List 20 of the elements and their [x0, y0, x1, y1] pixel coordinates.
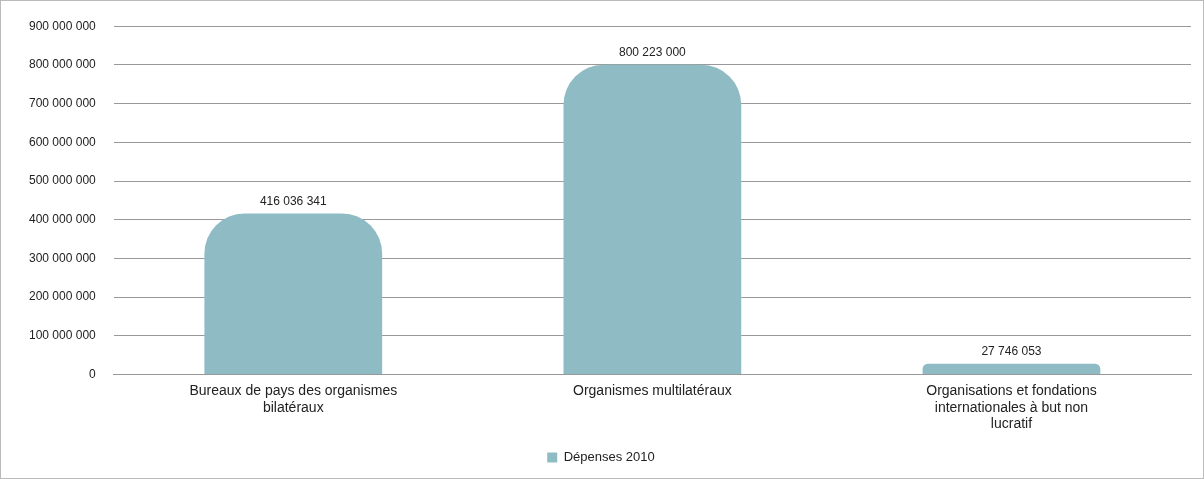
y-tick-label: 300 000 000: [29, 250, 97, 265]
legend-label: Dépenses 2010: [563, 449, 655, 465]
data-label: 27 746 053: [981, 344, 1042, 359]
y-tick-label: 700 000 000: [29, 95, 97, 110]
y-tick-label: 900 000 000: [29, 18, 97, 33]
y-tick-label: 600 000 000: [29, 134, 97, 149]
y-tick-label: 100 000 000: [29, 328, 97, 343]
bar: [922, 363, 1101, 375]
x-tick-label: Organismes multilatéraux: [573, 381, 732, 398]
y-tick-label: 200 000 000: [29, 289, 97, 304]
y-tick-label: 400 000 000: [29, 212, 97, 227]
y-tick-label: 800 000 000: [29, 57, 97, 72]
bar: [204, 213, 383, 375]
x-tick-label: Bureaux de pays des organismes bilatéraux: [189, 381, 398, 415]
data-label: 800 223 000: [619, 45, 687, 60]
x-tick-label: Organisations et fondations internationales à but non lucratif: [926, 381, 1097, 432]
data-label: 416 036 341: [259, 193, 327, 208]
y-tick-label: 500 000 000: [29, 173, 97, 188]
y-tick-label: 0: [89, 366, 97, 381]
bar: [563, 64, 742, 375]
